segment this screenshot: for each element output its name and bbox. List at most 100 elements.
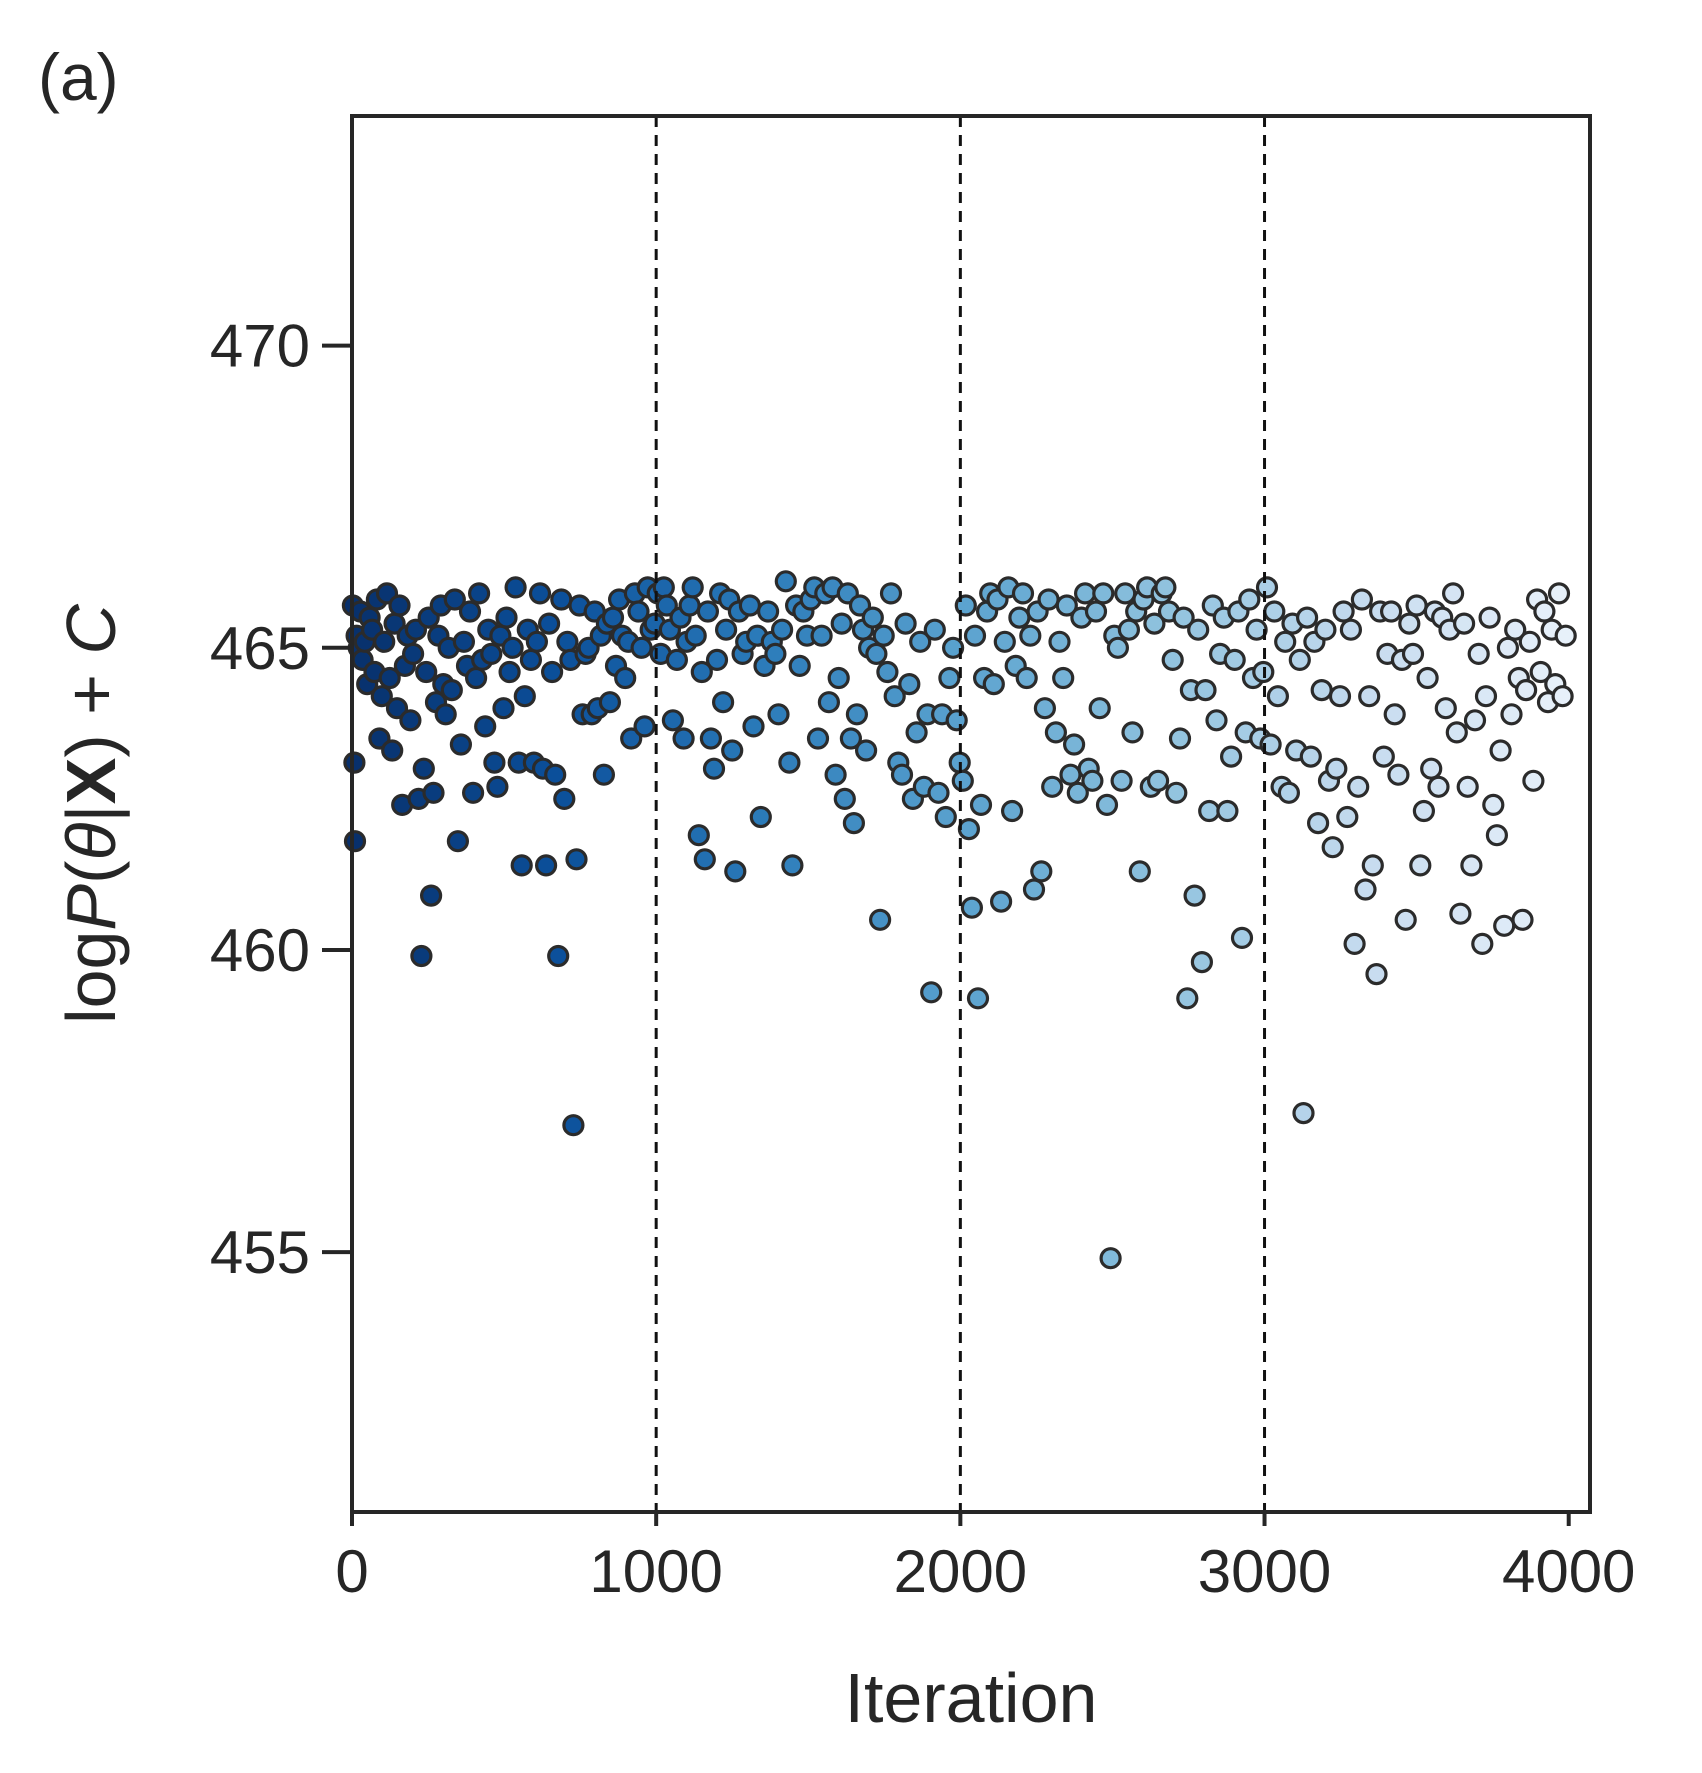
data-point [547,944,570,968]
data-point [1325,757,1348,780]
data-point [1343,932,1366,956]
data-point [827,666,850,690]
data-point [738,594,762,617]
data-point [1299,745,1322,768]
data-point [378,666,401,690]
data-point [462,781,485,804]
data-point [402,642,425,666]
data-point [1441,582,1465,605]
y-tick-label: 465 [210,615,310,682]
data-point [1354,878,1377,901]
data-point [788,654,811,678]
data-point [480,642,503,666]
data-point [1463,709,1487,732]
data-point [1106,636,1130,659]
data-point [1409,854,1432,877]
data-point [1266,685,1290,708]
data-point [1030,860,1053,883]
reference-lines [654,116,1267,1512]
data-point [501,636,524,659]
data-point [778,751,801,774]
data-point [687,824,710,847]
data-point [696,600,720,623]
data-point [1255,576,1279,599]
data-point [810,624,833,647]
data-point [1143,612,1166,635]
data-point [446,830,469,853]
data-point [842,811,866,835]
data-point [1387,763,1410,786]
data-point [1328,685,1352,708]
data-point [1161,648,1184,672]
data-point [343,751,366,774]
data-point [711,691,735,714]
data-point [443,588,466,611]
data-point [1358,685,1381,708]
data-point [1274,630,1297,653]
y-axis: 455 460 465 470 [210,313,352,1286]
data-point [627,600,650,623]
data-point [1183,884,1206,907]
data-point [1511,908,1534,931]
data-point [817,691,841,714]
data-point [415,660,438,684]
data-point [1205,709,1228,732]
data-point [1372,745,1395,768]
data-point [1037,588,1060,611]
y-tick-label: 455 [210,1219,310,1286]
data-point [661,709,685,732]
data-point [742,715,765,738]
data-point [519,648,543,672]
data-point [412,757,435,780]
data-point [702,757,726,780]
data-point [678,594,701,617]
data-point [1478,606,1501,629]
data-point [1554,624,1577,647]
panel-label: (a) [38,40,119,114]
data-point [1055,594,1078,617]
data-point [909,630,932,653]
data-point [1154,576,1177,599]
data-point [553,787,576,811]
data-point [690,660,713,684]
data-point [630,636,653,659]
data-point [898,672,921,696]
y-axis-label: logP(θ|X) + C [52,604,130,1024]
x-tick-label: 3000 [1198,1538,1331,1605]
data-point [592,763,616,786]
data-point [1445,721,1468,744]
data-point [525,630,549,653]
data-point [1011,582,1035,605]
data-point [714,618,738,641]
data-point [1022,878,1046,901]
data-point [1379,600,1403,623]
data-point [1412,799,1436,823]
data-point [1041,775,1064,798]
data-point [1336,805,1359,829]
data-point [422,781,445,804]
data-point [1168,727,1192,750]
plot-frame [350,114,1592,1514]
data-point [1245,618,1268,641]
x-axis: 0 1000 2000 3000 4000 [335,1512,1635,1605]
data-point [993,630,1016,653]
data-point [614,666,637,690]
data-point [486,775,509,798]
data-point [483,751,506,774]
data-point [1416,666,1439,690]
data-point [721,739,744,762]
data-point [1128,860,1151,883]
data-point [1295,606,1319,629]
data-point [1219,745,1243,768]
data-point [905,721,928,744]
data-point [440,678,463,702]
data-point [969,793,993,817]
data-point [1489,739,1512,762]
data-point [528,582,552,605]
data-point [633,715,656,738]
data-point [1052,666,1075,690]
data-point [1092,582,1115,605]
data-point [420,884,443,907]
data-point [1044,721,1068,744]
data-point [1350,588,1374,611]
